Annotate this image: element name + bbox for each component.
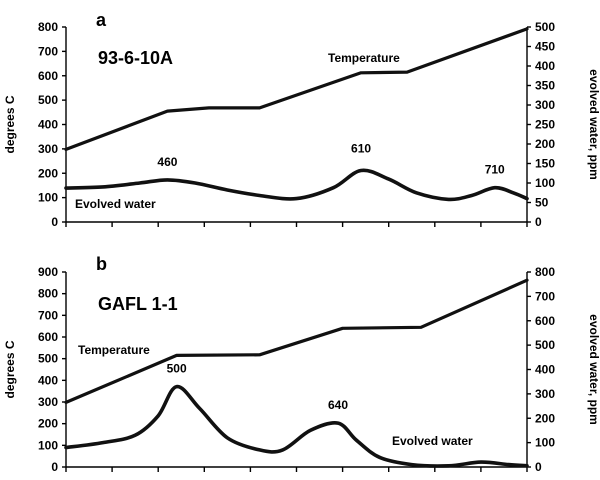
- sample-name: 93-6-10A: [98, 48, 173, 68]
- panel-a: 0 100 200 300 400 500 600 700 800 0 50 100 150 200 250…: [3, 10, 600, 229]
- right-tick-label: 250: [535, 118, 555, 132]
- peak-annotation: 710: [485, 163, 505, 177]
- left-axis-title: degrees C: [3, 95, 17, 153]
- right-tick-label: 700: [535, 289, 555, 303]
- evolved-water-series-line: [64, 384, 529, 468]
- panel-letter: b: [96, 254, 107, 274]
- left-tick-label: 100: [38, 191, 58, 205]
- series-label: Temperature: [78, 343, 150, 357]
- right-tick-label: 100: [535, 436, 555, 450]
- right-tick-label: 200: [535, 137, 555, 151]
- evolved-water-series-line: [64, 168, 529, 202]
- right-tick-label: 400: [535, 363, 555, 377]
- panel-b: 0 100 200 300 400 500 600 700 800 900 0 100 200 300 40…: [3, 254, 600, 474]
- right-tick-label: 0: [535, 215, 542, 229]
- left-axis-title: degrees C: [3, 340, 17, 398]
- temperature-series-line: [64, 278, 529, 404]
- peak-annotation: 640: [328, 398, 348, 412]
- left-tick-label: 700: [38, 44, 58, 58]
- right-tick-label: 300: [535, 387, 555, 401]
- left-tick-label: 0: [51, 215, 58, 229]
- right-axis-title: evolved water, ppm: [587, 69, 600, 180]
- panel-letter: a: [96, 10, 107, 30]
- right-tick-label: 50: [535, 196, 549, 210]
- peak-annotation: 610: [351, 142, 371, 156]
- left-tick-label: 400: [38, 373, 58, 387]
- right-tick-label: 400: [535, 59, 555, 73]
- left-tick-label: 200: [38, 166, 58, 180]
- left-tick-label: 800: [38, 20, 58, 34]
- left-tick-label: 500: [38, 352, 58, 366]
- peak-annotation: 500: [167, 362, 187, 376]
- series-label: Evolved water: [75, 197, 156, 211]
- right-tick-label: 600: [535, 314, 555, 328]
- right-tick-label: 350: [535, 79, 555, 93]
- left-tick-label: 800: [38, 287, 58, 301]
- temperature-series-line: [64, 27, 529, 151]
- left-tick-label: 100: [38, 438, 58, 452]
- series-label: Evolved water: [392, 434, 473, 448]
- right-tick-label: 150: [535, 157, 555, 171]
- left-tick-label: 500: [38, 93, 58, 107]
- peak-annotation: 460: [157, 155, 177, 169]
- right-tick-label: 800: [535, 265, 555, 279]
- left-tick-label: 700: [38, 308, 58, 322]
- sample-name: GAFL 1-1: [98, 294, 178, 314]
- right-tick-label: 300: [535, 98, 555, 112]
- series-label: Temperature: [328, 51, 400, 65]
- left-tick-label: 200: [38, 417, 58, 431]
- right-tick-label: 0: [535, 460, 542, 474]
- left-tick-label: 900: [38, 265, 58, 279]
- left-tick-label: 300: [38, 395, 58, 409]
- left-tick-label: 400: [38, 118, 58, 132]
- right-tick-label: 200: [535, 411, 555, 425]
- right-axis-title: evolved water, ppm: [587, 314, 600, 425]
- right-tick-label: 100: [535, 176, 555, 190]
- left-tick-label: 0: [51, 460, 58, 474]
- left-tick-label: 600: [38, 69, 58, 83]
- right-tick-label: 500: [535, 338, 555, 352]
- left-tick-label: 300: [38, 142, 58, 156]
- left-tick-label: 600: [38, 330, 58, 344]
- right-tick-label: 450: [535, 40, 555, 54]
- right-tick-label: 500: [535, 20, 555, 34]
